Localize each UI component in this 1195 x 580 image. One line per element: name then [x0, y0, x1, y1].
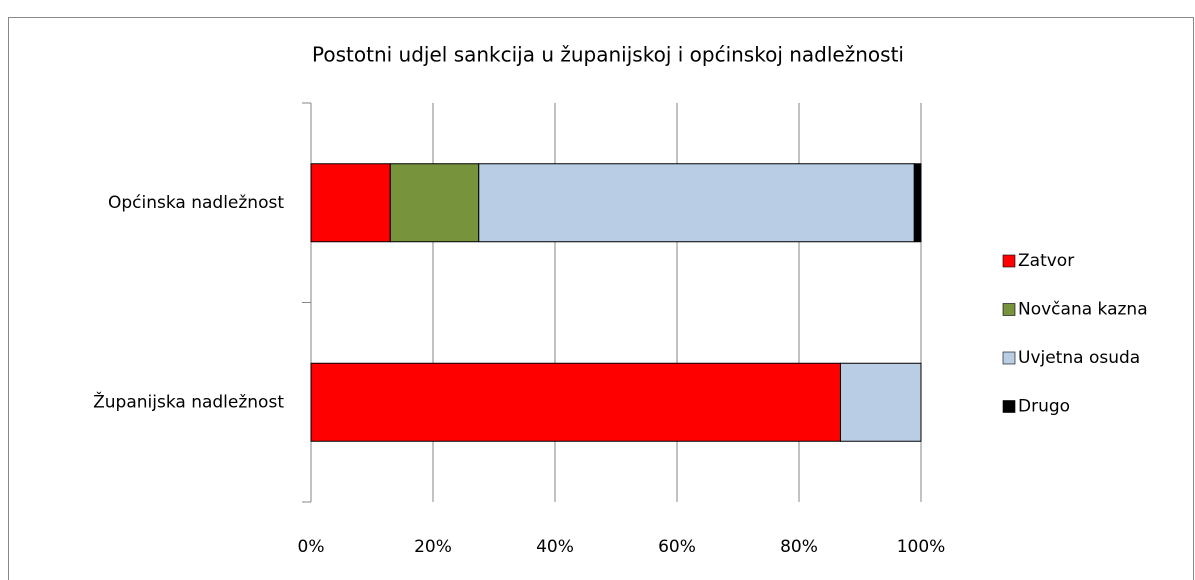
y-tick-label: Županijska nadležnost	[93, 390, 284, 412]
chart-title: Postotni udjel sankcija u županijskoj i …	[312, 43, 904, 67]
x-tick-label: 40%	[536, 537, 574, 557]
chart-frame	[8, 17, 1194, 580]
legend-label: Novčana kazna	[1018, 300, 1148, 320]
x-tick-label: 0%	[298, 537, 325, 557]
bar-segment	[839, 362, 922, 442]
bar-segment	[310, 163, 391, 243]
x-tick-label: 80%	[780, 537, 818, 557]
legend-label: Uvjetna osuda	[1018, 348, 1140, 368]
legend-swatch	[1002, 351, 1016, 365]
x-tick-label: 20%	[414, 537, 452, 557]
bar-segment	[389, 163, 480, 243]
x-tick-label: 100%	[897, 537, 946, 557]
legend-swatch	[1002, 254, 1016, 268]
y-tick-label: Općinska nadležnost	[108, 193, 284, 213]
bar-segment	[913, 163, 922, 243]
legend-swatch	[1002, 303, 1016, 316]
legend-label: Zatvor	[1018, 251, 1074, 271]
legend-swatch	[1002, 400, 1016, 413]
x-tick-label: 60%	[658, 537, 696, 557]
legend-label: Drugo	[1018, 397, 1070, 417]
bar-segment	[310, 362, 841, 442]
bar-segment	[478, 163, 915, 243]
